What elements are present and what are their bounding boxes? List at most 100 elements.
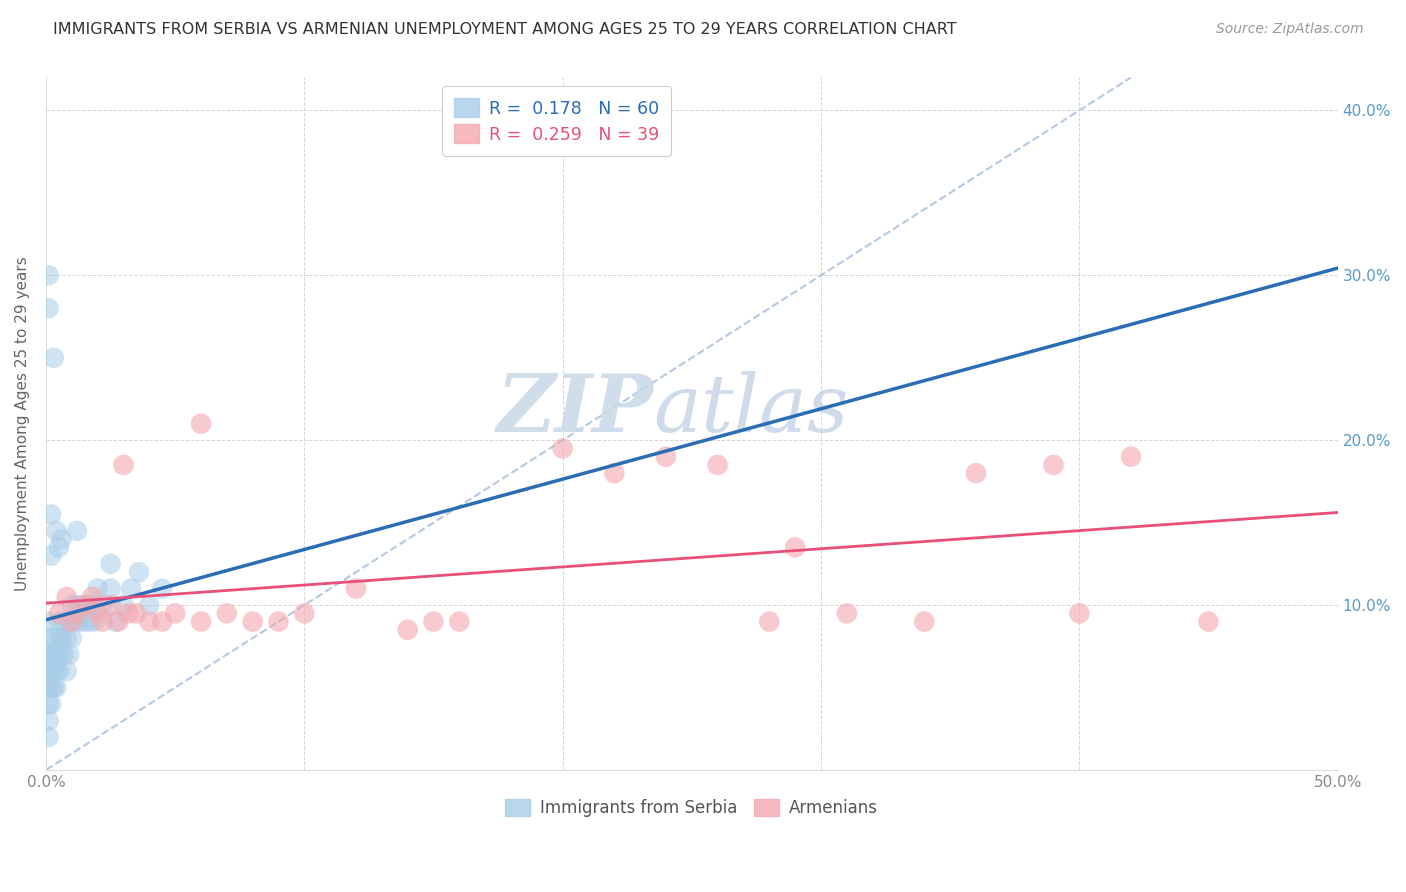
Point [48, 607, 70, 621]
Point [835, 607, 858, 621]
Text: IMMIGRANTS FROM SERBIA VS ARMENIAN UNEMPLOYMENT AMONG AGES 25 TO 29 YEARS CORREL: IMMIGRANTS FROM SERBIA VS ARMENIAN UNEMP… [53, 22, 957, 37]
Point [66, 607, 89, 621]
Point [422, 615, 444, 629]
Point [42, 351, 65, 365]
Point [965, 466, 987, 480]
Point [42, 664, 65, 678]
Point [73, 598, 96, 612]
Point [267, 615, 290, 629]
Point [215, 607, 238, 621]
Point [48, 541, 70, 555]
Point [120, 582, 142, 596]
Point [51, 631, 73, 645]
Point [1069, 607, 1091, 621]
Text: atlas: atlas [652, 371, 848, 449]
Point [603, 466, 626, 480]
Point [53, 648, 76, 662]
Point [38, 714, 60, 728]
Point [100, 598, 122, 612]
Point [55, 631, 77, 645]
Point [86, 582, 108, 596]
Point [138, 615, 160, 629]
Point [107, 615, 129, 629]
Point [39, 508, 62, 522]
Point [785, 541, 807, 555]
Point [551, 442, 574, 456]
Point [66, 524, 89, 538]
Point [42, 631, 65, 645]
Point [53, 615, 76, 629]
Point [51, 648, 73, 662]
Point [112, 458, 135, 472]
Point [128, 565, 150, 579]
Point [100, 557, 122, 571]
Point [1119, 450, 1142, 464]
Point [60, 615, 83, 629]
Point [45, 524, 67, 538]
Point [150, 615, 173, 629]
Point [73, 615, 96, 629]
Point [48, 615, 70, 629]
Point [58, 615, 80, 629]
Point [76, 598, 98, 612]
Point [38, 681, 60, 695]
Point [39, 681, 62, 695]
Point [100, 582, 122, 596]
Point [91, 615, 114, 629]
Point [655, 450, 678, 464]
Point [86, 607, 108, 621]
Text: ZIP: ZIP [496, 371, 652, 449]
Point [48, 664, 70, 678]
Point [60, 598, 83, 612]
Point [138, 598, 160, 612]
Point [91, 598, 114, 612]
Point [82, 598, 104, 612]
Point [38, 697, 60, 711]
Point [396, 623, 419, 637]
Point [45, 664, 67, 678]
Point [38, 648, 60, 662]
Point [150, 582, 173, 596]
Point [38, 301, 60, 316]
Point [45, 648, 67, 662]
Text: Source: ZipAtlas.com: Source: ZipAtlas.com [1216, 22, 1364, 37]
Point [82, 590, 104, 604]
Point [39, 664, 62, 678]
Point [42, 681, 65, 695]
Point [38, 615, 60, 629]
Point [60, 631, 83, 645]
Point [344, 582, 367, 596]
Point [55, 664, 77, 678]
Point [912, 615, 935, 629]
Point [39, 697, 62, 711]
Point [242, 615, 264, 629]
Point [58, 648, 80, 662]
Point [117, 607, 139, 621]
Point [66, 598, 89, 612]
Point [39, 549, 62, 563]
Point [69, 615, 91, 629]
Point [758, 615, 780, 629]
Point [84, 615, 107, 629]
Point [48, 631, 70, 645]
Point [112, 598, 135, 612]
Point [706, 458, 728, 472]
Point [63, 615, 86, 629]
Point [55, 590, 77, 604]
Point [449, 615, 471, 629]
Point [292, 607, 315, 621]
Point [39, 648, 62, 662]
Point [70, 598, 93, 612]
Point [38, 730, 60, 744]
Point [1198, 615, 1220, 629]
Point [104, 615, 127, 629]
Point [42, 648, 65, 662]
Point [39, 631, 62, 645]
Legend: Immigrants from Serbia, Armenians: Immigrants from Serbia, Armenians [499, 792, 884, 824]
Point [45, 681, 67, 695]
Point [1042, 458, 1064, 472]
Point [190, 615, 212, 629]
Point [190, 417, 212, 431]
Point [79, 615, 101, 629]
Point [125, 607, 148, 621]
